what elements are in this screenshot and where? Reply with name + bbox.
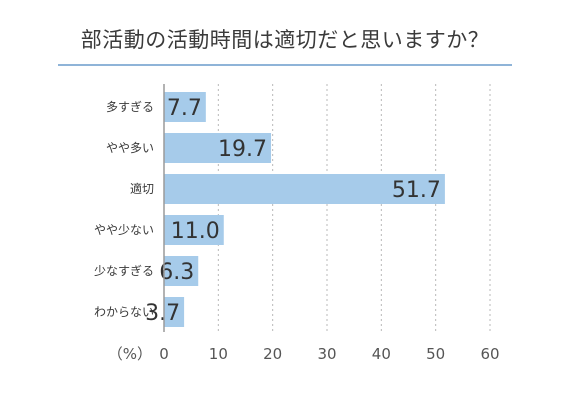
x-tick-label: 50 (426, 345, 445, 363)
data-label: 19.7 (218, 137, 267, 162)
x-tick-label: 60 (480, 345, 499, 363)
x-tick-label: 30 (317, 345, 336, 363)
x-tick-label: 0 (159, 345, 169, 363)
bar (164, 133, 272, 163)
category-label: 少なすぎる (94, 264, 154, 278)
data-label: 51.7 (392, 178, 441, 203)
x-tick-label: 40 (372, 345, 391, 363)
data-label: 11.0 (171, 219, 220, 244)
bar (164, 256, 199, 286)
bar (164, 92, 206, 122)
x-tick-label: 20 (263, 345, 282, 363)
data-label: 7.7 (167, 96, 202, 121)
category-label: やや多い (106, 141, 154, 155)
data-label: 3.7 (145, 301, 180, 326)
title-underline (58, 64, 512, 66)
category-label: やや少ない (94, 223, 154, 237)
category-label: 多すぎる (106, 100, 154, 114)
category-label: わからない (94, 305, 154, 319)
chart-title: 部活動の活動時間は適切だと思いますか？ (80, 28, 490, 52)
bar (164, 174, 445, 204)
data-label: 6.3 (159, 260, 194, 285)
unit-label: （%） (108, 345, 152, 363)
bar (164, 215, 224, 245)
category-label: 適切 (130, 181, 154, 196)
x-tick-label: 10 (209, 345, 228, 363)
bar (164, 297, 185, 327)
